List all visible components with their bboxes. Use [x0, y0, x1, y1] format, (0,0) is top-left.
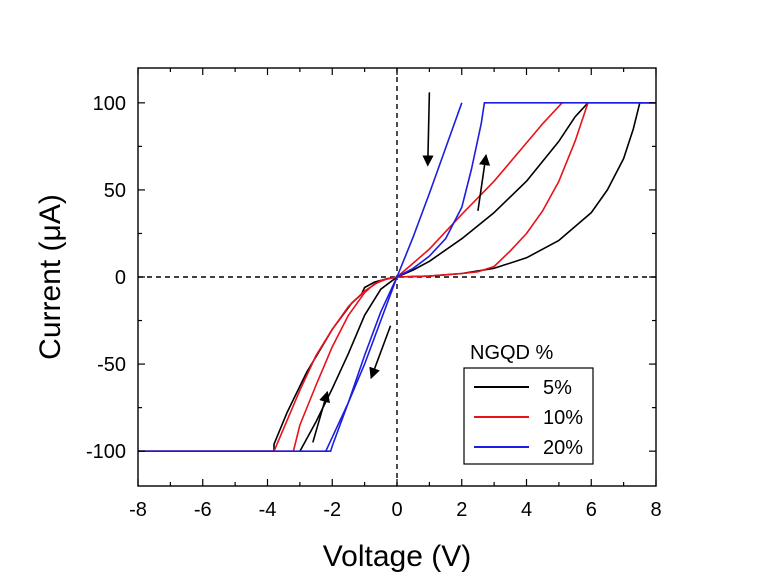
x-tick-label: 8	[650, 499, 661, 521]
y-axis-title: Current (μA)	[34, 194, 67, 360]
legend-entry-label: 20%	[543, 437, 583, 459]
legend-entry-label: 5%	[543, 377, 572, 399]
y-tick-label: 0	[115, 267, 126, 289]
y-tick-label: -100	[86, 441, 126, 463]
x-tick-label: -6	[194, 499, 212, 521]
series-branch	[396, 102, 656, 278]
direction-arrow	[422, 92, 434, 167]
series-group	[138, 102, 656, 453]
series-branch	[325, 276, 398, 452]
y-tick-label: -50	[97, 354, 126, 376]
axis-ticks: -8 -6 -4 -2 0 2 4 6 8 -100 -50 0 50 100	[86, 68, 662, 521]
series-branch	[138, 276, 398, 453]
legend-title: NGQD %	[470, 342, 554, 364]
direction-arrow	[312, 390, 330, 443]
series-branch	[138, 276, 398, 453]
series-20pct	[138, 102, 656, 453]
series-branch	[273, 276, 398, 452]
x-tick-label: 4	[521, 499, 532, 521]
series-10pct	[138, 102, 656, 453]
series-branch	[299, 276, 398, 452]
y-tick-label: 50	[104, 180, 126, 202]
x-tick-label: -4	[259, 499, 277, 521]
x-tick-label: 0	[391, 499, 402, 521]
annotation-arrows	[312, 92, 491, 443]
y-tick-label: 100	[93, 93, 126, 115]
x-tick-label: -2	[323, 499, 341, 521]
legend-entry-label: 10%	[543, 407, 583, 429]
series-branch	[138, 276, 398, 453]
series-branch	[396, 102, 656, 278]
x-tick-label: 2	[456, 499, 467, 521]
series-branch	[396, 102, 463, 278]
direction-arrow	[477, 153, 491, 211]
x-axis-title: Voltage (V)	[323, 540, 471, 573]
series-branch	[396, 102, 563, 278]
x-tick-label: -8	[129, 499, 147, 521]
series-branch	[396, 102, 656, 278]
legend: NGQD % 5% 10% 20%	[463, 342, 594, 465]
direction-arrow	[369, 325, 392, 380]
series-branch	[396, 102, 589, 278]
x-tick-label: 6	[586, 499, 597, 521]
